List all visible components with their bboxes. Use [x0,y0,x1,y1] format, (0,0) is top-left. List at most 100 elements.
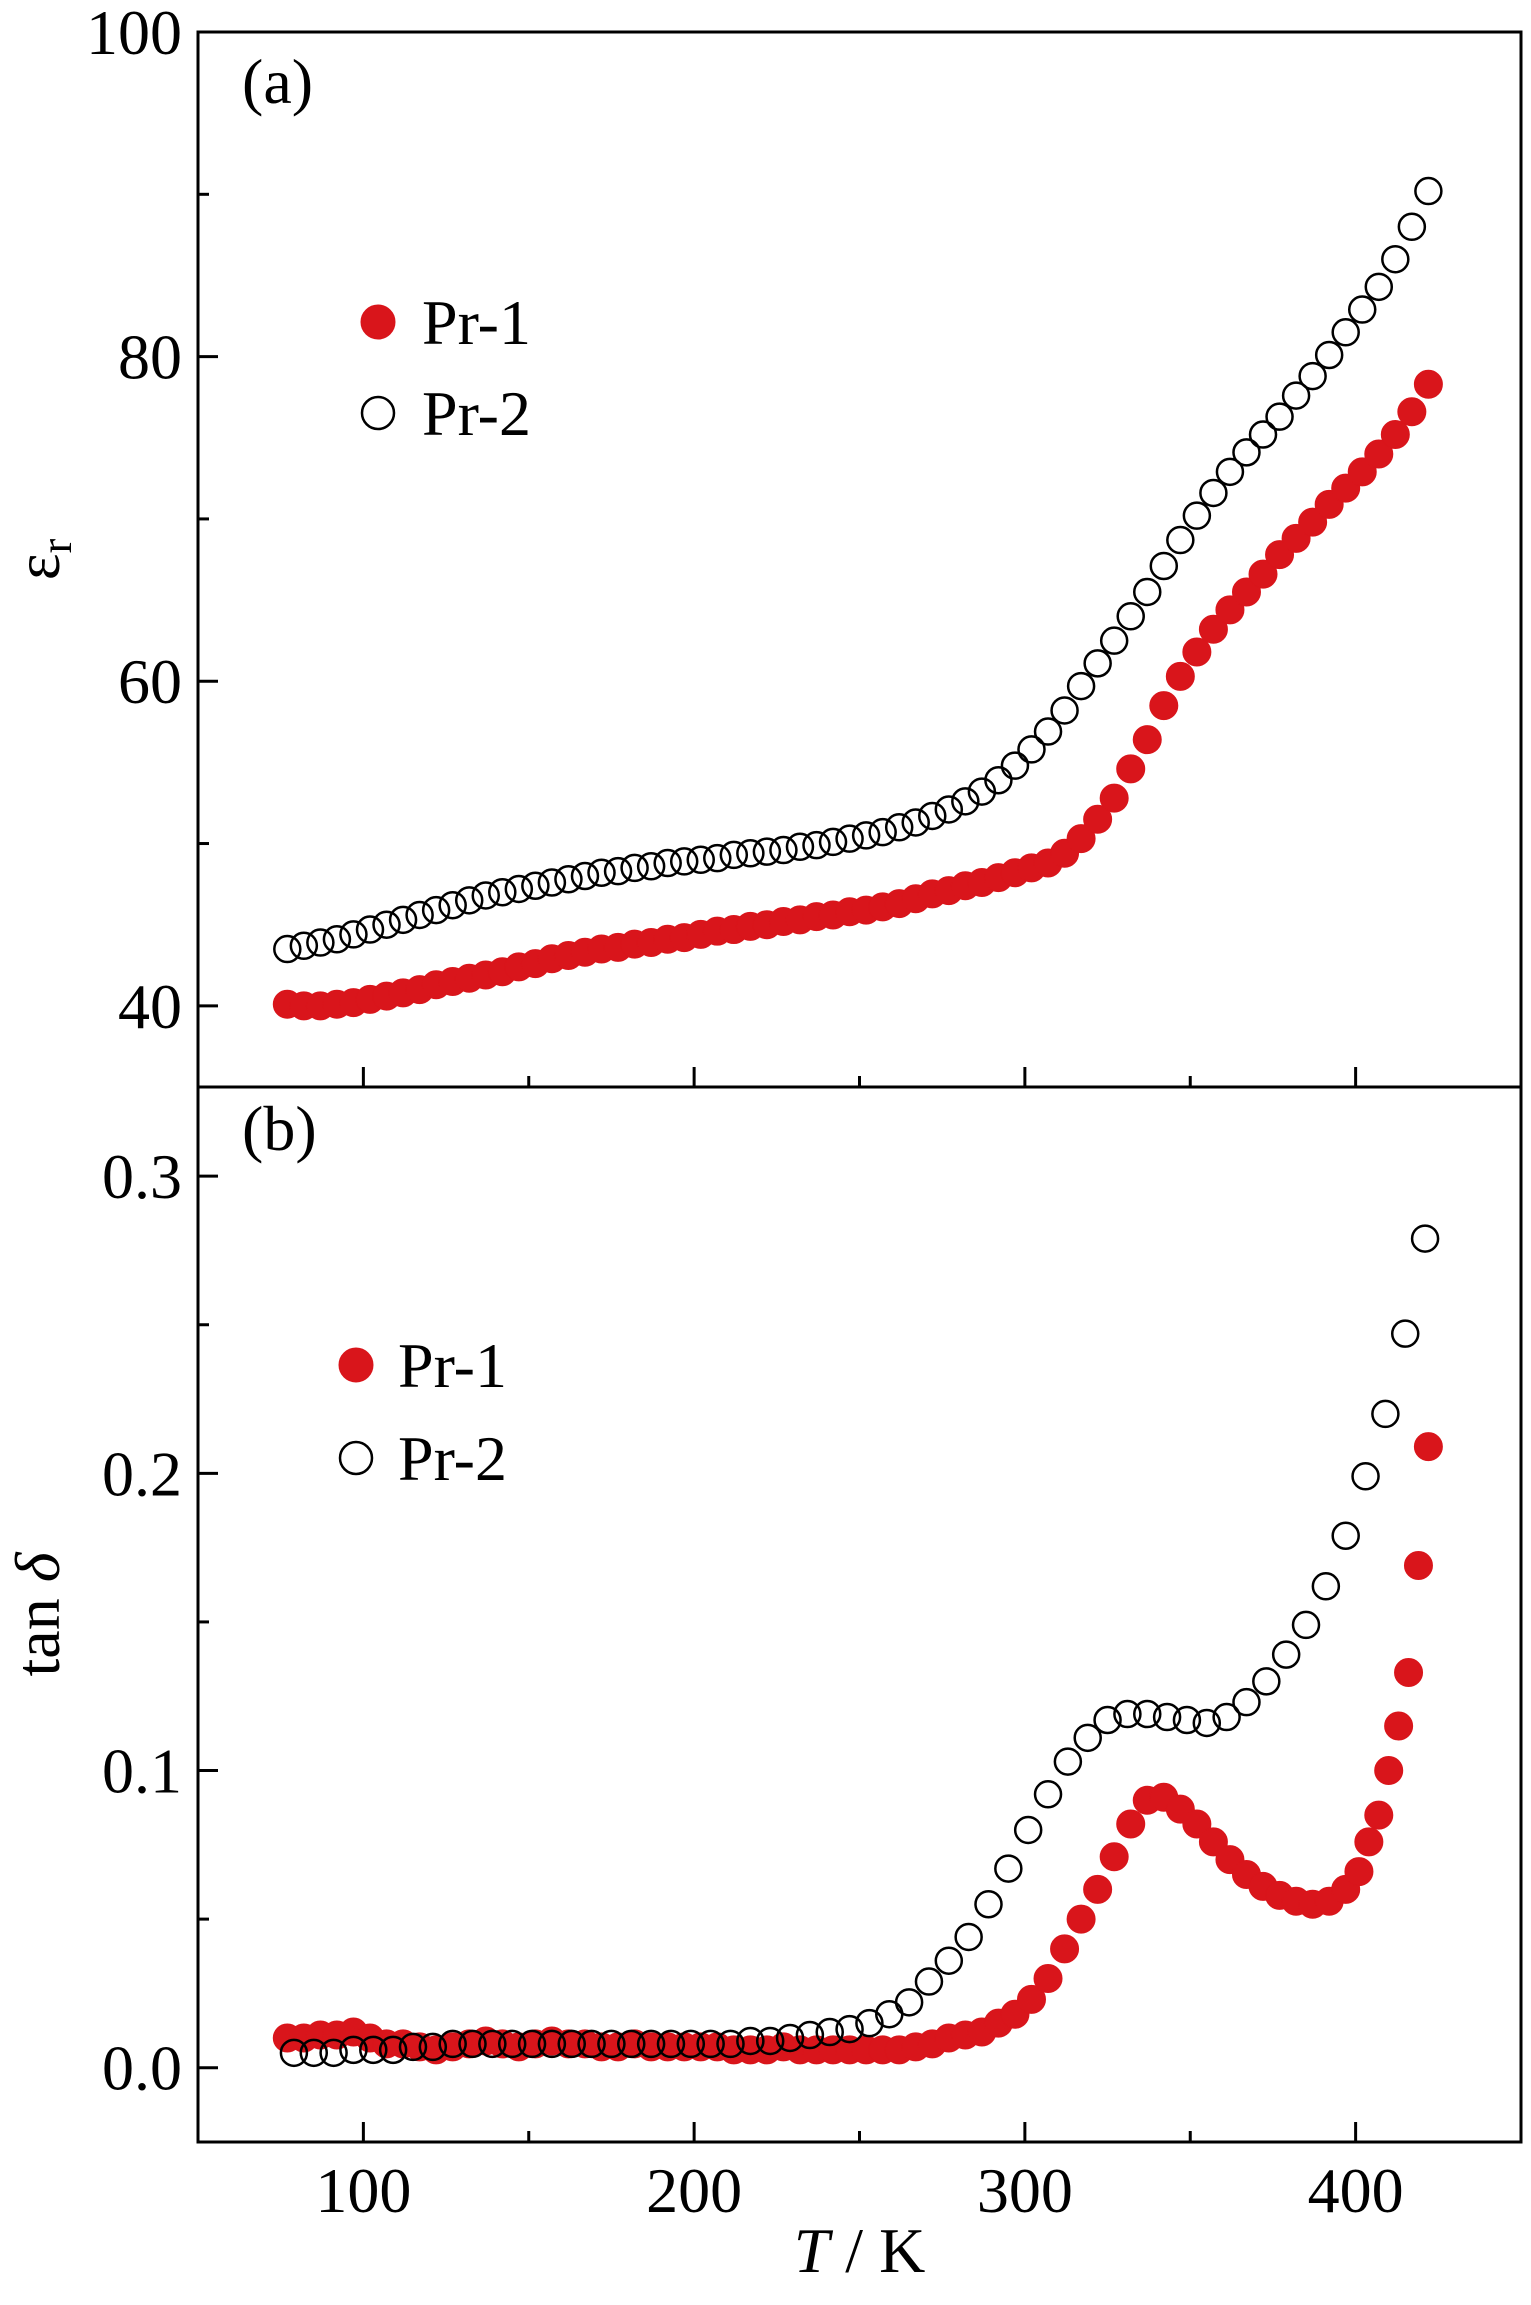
data-point [719,840,749,870]
data-point [1331,318,1360,347]
data-point [1347,295,1377,324]
data-point [1281,381,1311,410]
data-point [1166,525,1195,555]
data-point [1381,244,1410,274]
data-point [1410,1224,1440,1253]
data-point [405,900,434,930]
data-point [736,2026,765,2056]
x-tick-label: 200 [646,2155,742,2226]
data-point [1033,1780,1063,1809]
data-point [736,839,765,868]
data-point [319,2038,348,2068]
data-point [1394,1657,1424,1687]
data-point [669,847,699,876]
y-axis-label-part: δ [2,1551,73,1582]
data-point [1298,361,1327,391]
y-tick-label: 80 [118,322,182,393]
x-axis-label-part: T [794,2215,834,2286]
y-axis-label: εr [2,538,81,580]
data-point [1413,1432,1443,1462]
data-point [577,2029,606,2059]
data-point [273,934,302,964]
data-point [339,2035,368,2065]
data-point [322,925,352,954]
data-point [1232,1687,1261,1717]
data-point [1311,1572,1341,1601]
data-point [1066,824,1096,854]
data-point [438,2029,467,2059]
data-point [355,915,385,944]
legend-label: Pr-1 [422,287,531,358]
data-point [1073,1723,1102,1753]
legend-marker [360,304,396,340]
data-point [795,2020,825,2050]
data-point [775,2023,805,2053]
data-point [1149,551,1179,581]
legend-label: Pr-2 [422,378,531,449]
data-point [703,843,732,873]
data-point [1066,1904,1096,1934]
data-point [1182,501,1212,530]
y-tick-label: 40 [118,971,182,1042]
data-point [1083,1874,1113,1904]
data-point [458,2029,487,2059]
legend-label: Pr-2 [398,1423,507,1494]
data-point [388,905,418,935]
data-point [951,787,980,816]
data-point [1133,1699,1162,1729]
data-point [488,877,517,907]
data-point [517,2029,547,2059]
data-point [521,871,550,900]
data-point [835,824,864,853]
data-point [1033,1964,1063,1994]
data-point [339,920,368,949]
data-point [894,1988,924,2017]
data-point [421,895,451,925]
data-point [1133,577,1162,607]
data-point [1331,1521,1360,1550]
x-tick-label: 300 [977,2155,1073,2226]
data-point [1314,340,1344,370]
y-tick-label: 0.2 [102,1438,182,1509]
data-point [1093,1705,1122,1735]
data-point [1116,1809,1146,1839]
data-point [1248,559,1278,589]
data-point [1116,754,1146,784]
data-point [603,856,633,886]
data-point [1099,1842,1129,1872]
data-point [306,928,335,957]
data-point [1351,1462,1380,1491]
data-point [597,2029,626,2059]
legend-marker [338,1347,374,1383]
legend-label: Pr-1 [398,1330,507,1401]
data-point [1390,1319,1420,1348]
data-point [557,2029,586,2059]
data-point [984,765,1013,795]
data-point [418,2032,448,2062]
panel-label: (b) [242,1093,317,1164]
data-point [372,910,401,939]
x-tick-label: 100 [315,2155,411,2226]
data-point [1116,602,1145,631]
data-point [1053,1747,1083,1776]
data-point [818,827,848,857]
data-point [1374,1756,1404,1786]
data-point [994,1854,1023,1883]
data-point [1248,420,1278,449]
data-point [279,2038,309,2068]
data-point [1017,735,1046,764]
data-point [1132,725,1162,755]
y-axis-label: tan δ [2,1551,73,1676]
data-point [454,886,484,915]
data-point [1165,661,1195,691]
data-point [934,1946,964,1975]
data-point [1083,649,1112,678]
data-point [1403,1550,1433,1580]
legend-marker [360,395,396,431]
data-point [901,808,930,837]
y-tick-label: 60 [118,646,182,717]
data-point [1192,1708,1222,1738]
data-point [1364,272,1394,302]
data-point [1212,1702,1241,1732]
